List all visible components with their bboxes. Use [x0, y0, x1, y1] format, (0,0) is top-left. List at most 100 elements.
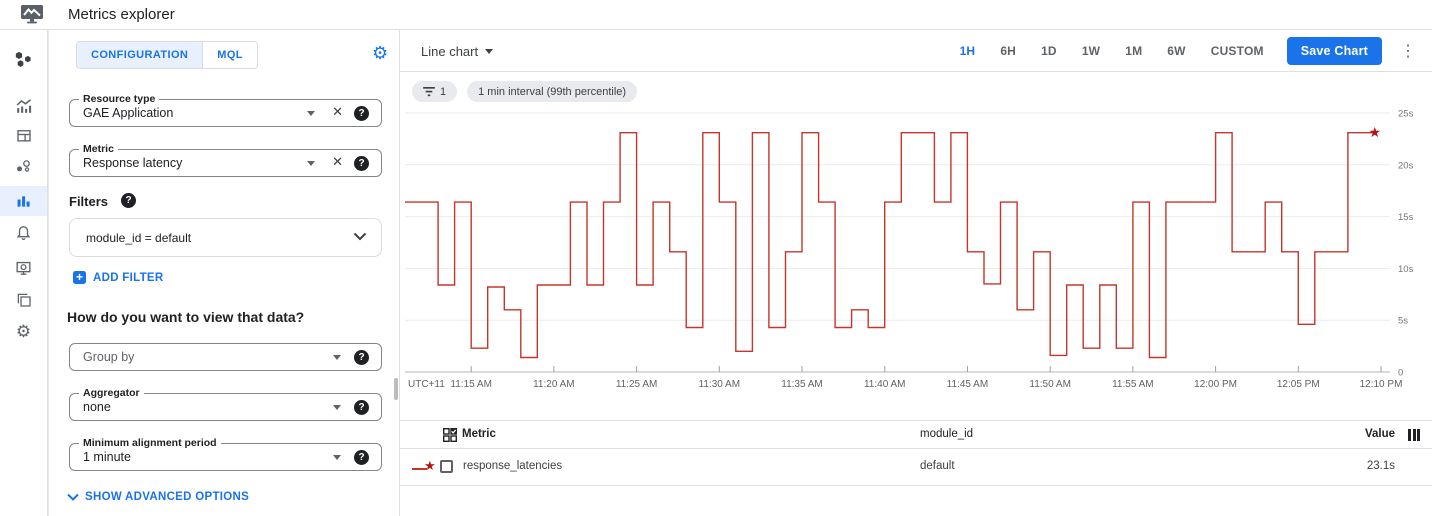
dropdown-arrow-icon[interactable]: [307, 161, 315, 166]
nav-dashboards[interactable]: [0, 122, 47, 150]
nav-groups[interactable]: [0, 286, 47, 314]
row-checkbox[interactable]: [440, 460, 453, 473]
interval-label: 1 min interval (99th percentile): [478, 85, 627, 98]
save-chart-button[interactable]: Save Chart: [1286, 37, 1382, 65]
filter-expression: module_id = default: [86, 231, 192, 245]
tab-configuration[interactable]: CONFIGURATION: [77, 42, 203, 68]
svg-text:25s: 25s: [1398, 109, 1414, 120]
table-grid-icon[interactable]: [443, 428, 457, 442]
svg-text:12:10 PM: 12:10 PM: [1360, 379, 1403, 390]
column-header-metric[interactable]: Metric: [462, 428, 496, 440]
nav-metrics-explorer[interactable]: [0, 186, 47, 216]
svg-text:11:15 AM: 11:15 AM: [450, 379, 492, 390]
nav-alerting[interactable]: [0, 219, 47, 247]
clear-icon[interactable]: ✕: [332, 104, 343, 119]
legend-table: Metric module_id Value ★ response_latenc…: [400, 420, 1432, 516]
chart-settings-gear-icon[interactable]: ⚙: [372, 43, 389, 63]
help-icon[interactable]: ?: [354, 156, 369, 171]
chevron-down-icon: [67, 493, 79, 501]
hexagon-cluster-icon: [15, 51, 31, 67]
interval-chip[interactable]: 1 min interval (99th percentile): [467, 81, 638, 102]
monitoring-logo-icon: [21, 5, 43, 24]
range-button-6h[interactable]: 6H: [1000, 44, 1017, 58]
svg-text:11:40 AM: 11:40 AM: [864, 379, 906, 390]
filter-count: 1: [440, 85, 447, 98]
bar-chart-icon: [17, 195, 30, 207]
cell-metric: response_latencies: [463, 460, 563, 472]
more-options-icon[interactable]: ⋮: [1400, 43, 1416, 60]
dropdown-arrow-icon[interactable]: [333, 455, 341, 460]
svg-text:11:50 AM: 11:50 AM: [1029, 379, 1071, 390]
services-icon: [17, 159, 30, 172]
range-button-1w[interactable]: 1W: [1081, 44, 1101, 58]
metric-field[interactable]: Metric Response latency ✕ ?: [69, 143, 382, 177]
svg-text:11:45 AM: 11:45 AM: [947, 379, 989, 390]
svg-text:11:55 AM: 11:55 AM: [1112, 379, 1154, 390]
help-icon[interactable]: ?: [354, 350, 369, 365]
chart-type-dropdown[interactable]: Line chart: [421, 30, 494, 72]
chart-chips: 1 1 min interval (99th percentile): [412, 81, 638, 102]
aggregator-field[interactable]: Aggregator none ?: [69, 387, 382, 421]
svg-text:11:30 AM: 11:30 AM: [699, 379, 741, 390]
help-icon[interactable]: ?: [121, 193, 136, 208]
filter-count-chip[interactable]: 1: [412, 81, 458, 102]
svg-text:12:00 PM: 12:00 PM: [1194, 379, 1237, 390]
time-range-group: 1H 6H 1D 1W 1M 6W CUSTOM: [953, 38, 1271, 64]
legend-table-header: Metric module_id Value: [400, 421, 1432, 449]
range-button-custom[interactable]: CUSTOM: [1210, 44, 1264, 58]
help-icon[interactable]: ?: [354, 106, 369, 121]
group-by-placeholder: Group by: [83, 350, 135, 364]
column-header-value[interactable]: Value: [1364, 428, 1395, 440]
clear-icon[interactable]: ✕: [332, 154, 343, 169]
cell-value: 23.1s: [1366, 460, 1395, 472]
nav-settings[interactable]: ⚙: [0, 317, 47, 345]
nav-metrics[interactable]: [0, 92, 47, 120]
config-scrollbar[interactable]: [394, 378, 398, 400]
min-alignment-value: 1 minute: [83, 450, 131, 464]
app-bar: Metrics explorer: [0, 0, 1432, 30]
svg-text:15s: 15s: [1398, 212, 1414, 223]
svg-text:12:05 PM: 12:05 PM: [1277, 379, 1320, 390]
line-chart[interactable]: 0 5s 10s 15s 20s 25s 11:15 AM 11:20 AM 11:25 AM 1…: [405, 105, 1432, 397]
range-button-1d[interactable]: 1D: [1041, 44, 1057, 58]
filter-chip-module-id[interactable]: module_id = default: [69, 218, 382, 257]
column-settings-icon[interactable]: [1408, 429, 1420, 441]
metric-label: Metric: [79, 143, 118, 155]
uptime-monitor-icon: [16, 261, 31, 275]
help-icon[interactable]: ?: [354, 400, 369, 415]
tab-mql[interactable]: MQL: [202, 42, 257, 68]
help-icon[interactable]: ?: [354, 450, 369, 465]
legend-star-icon: ★: [424, 458, 436, 473]
nav-monitoring-overview[interactable]: [0, 45, 47, 73]
range-button-1m[interactable]: 1M: [1125, 44, 1143, 58]
view-data-heading: How do you want to view that data?: [67, 309, 305, 325]
dropdown-arrow-icon[interactable]: [333, 355, 341, 360]
add-box-icon: +: [73, 271, 86, 284]
svg-text:UTC+11: UTC+11: [408, 379, 445, 390]
show-advanced-options-button[interactable]: SHOW ADVANCED OPTIONS: [67, 491, 249, 503]
range-button-6w[interactable]: 6W: [1167, 44, 1186, 58]
add-filter-button[interactable]: + ADD FILTER: [73, 271, 164, 284]
filters-heading: Filters: [69, 194, 109, 209]
toolbar-right: 1H 6H 1D 1W 1M 6W CUSTOM Save Chart ⋮: [953, 30, 1422, 72]
range-button-1h[interactable]: 1H: [959, 44, 976, 58]
resource-type-label: Resource type: [79, 93, 160, 105]
nav-uptime-checks[interactable]: [0, 254, 47, 282]
column-header-module-id[interactable]: module_id: [920, 428, 974, 440]
svg-text:11:35 AM: 11:35 AM: [781, 379, 823, 390]
svg-text:5s: 5s: [1398, 316, 1408, 327]
dropdown-arrow-icon[interactable]: [307, 111, 315, 116]
chevron-down-icon: [353, 232, 367, 241]
dropdown-arrow-icon: [485, 48, 494, 54]
groups-icon: [17, 293, 31, 307]
config-tab-group: CONFIGURATION MQL: [76, 41, 258, 69]
resource-type-field[interactable]: Resource type GAE Application ✕ ?: [69, 93, 382, 127]
dropdown-arrow-icon[interactable]: [333, 405, 341, 410]
nav-services[interactable]: [0, 152, 47, 180]
series-legend-mark: ★: [412, 458, 438, 475]
bell-icon: [16, 225, 31, 240]
left-nav-rail: ⚙: [0, 30, 48, 516]
min-alignment-field[interactable]: Minimum alignment period 1 minute ?: [69, 437, 382, 471]
group-by-field[interactable]: Group by ?: [69, 343, 382, 371]
table-row[interactable]: ★ response_latencies default 23.1s: [400, 449, 1432, 486]
